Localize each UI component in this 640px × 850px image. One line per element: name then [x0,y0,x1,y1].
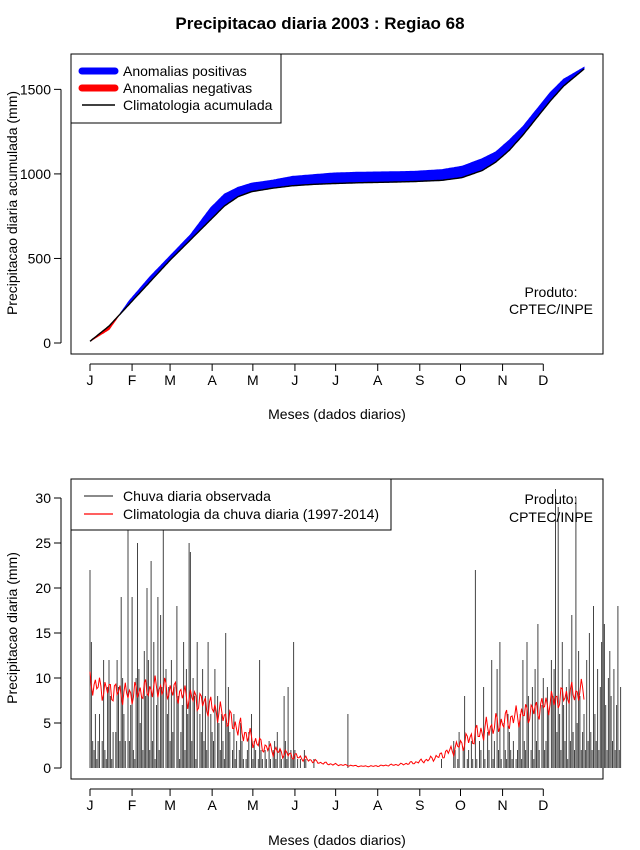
observed-bars [89,489,622,768]
x-axis-label: Meses (dados diarios) [268,832,406,848]
x-tick-label: J [87,372,94,388]
y-axis-label: Precipitacao diaria acumulada (mm) [4,91,20,315]
legend-box [70,478,392,531]
x-tick-label: J [291,797,298,813]
x-tick-label: N [498,797,508,813]
page-title: Precipitacao diaria 2003 : Regiao 68 [175,14,465,33]
plot-frame [70,53,604,355]
product-source: CPTEC/INPE [509,509,593,525]
x-tick-label: J [332,372,339,388]
x-tick-label: M [164,797,176,813]
x-tick-label: M [164,372,176,388]
legend-label: Anomalias negativas [123,80,252,96]
y-tick-label: 500 [28,250,52,266]
x-tick-label: J [291,372,298,388]
y-tick-label: 10 [35,670,51,686]
x-tick-label: A [373,372,383,388]
x-tick-label: O [455,372,466,388]
y-tick-label: 1500 [20,81,51,97]
y-tick-label: 25 [35,535,51,551]
legend-label: Climatologia da chuva diaria (1997-2014) [123,506,379,522]
x-tick-label: A [207,797,217,813]
x-tick-label: D [538,372,548,388]
x-tick-label: F [128,797,137,813]
x-tick-label: D [538,797,548,813]
climatology-line [89,68,585,342]
y-tick-label: 15 [35,625,51,641]
product-label: Produto: [525,491,578,507]
x-tick-label: S [415,797,424,813]
x-tick-label: O [455,797,466,813]
legend-label: Anomalias positivas [123,63,247,79]
y-axis-label: Precipitacao diaria (mm) [4,552,20,704]
x-tick-label: F [128,372,137,388]
y-tick-label: 5 [43,715,51,731]
legend-label: Chuva diaria observada [123,488,271,504]
x-tick-label: A [373,797,383,813]
x-tick-label: J [87,797,94,813]
y-tick-label: 30 [35,490,51,506]
x-tick-label: J [332,797,339,813]
y-tick-label: 0 [43,335,51,351]
legend: Chuva diaria observada Climatologia da ch… [70,478,392,531]
x-axis-label: Meses (dados diarios) [268,406,406,422]
y-tick-label: 0 [43,760,51,776]
legend-label: Climatologia acumulada [123,97,273,113]
climatology-line [89,671,585,768]
y-tick-label: 20 [35,580,51,596]
product-label: Produto: [525,284,578,300]
bottom-chart: 0 5 10 15 20 25 30 J F M A M J J A S O N D Meses (dados dia… [4,478,622,848]
product-source: CPTEC/INPE [509,301,593,317]
x-tick-label: N [498,372,508,388]
x-tick-label: M [247,372,259,388]
y-tick-label: 1000 [20,166,51,182]
x-tick-label: A [207,372,217,388]
top-chart: 0 500 1000 1500 J F M A M J J A S O N D Meses (dados dia… [4,53,604,422]
x-tick-label: M [247,797,259,813]
x-tick-label: S [415,372,424,388]
